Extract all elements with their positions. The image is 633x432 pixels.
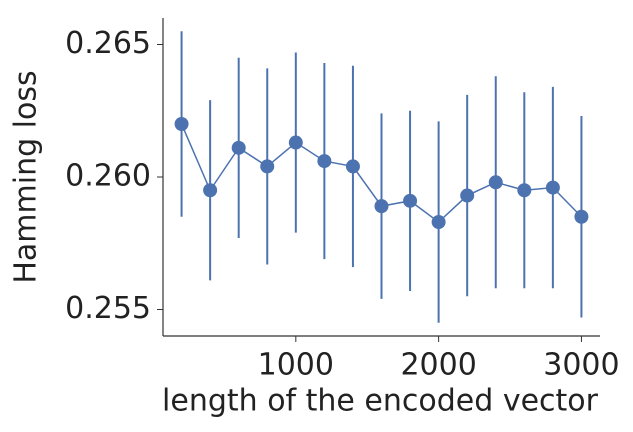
point — [574, 209, 589, 224]
x-tick-label: 3000 — [543, 348, 619, 383]
point — [231, 140, 246, 155]
y-axis-label: Hamming loss — [9, 70, 44, 283]
point — [517, 183, 532, 198]
point — [345, 159, 360, 174]
y-tick-label: 0.260 — [65, 159, 151, 194]
y-tick-label: 0.265 — [65, 26, 151, 61]
x-axis-label: length of the encoded vector — [162, 384, 599, 419]
point — [288, 135, 303, 150]
point — [317, 154, 332, 169]
point — [431, 215, 446, 230]
point — [203, 183, 218, 198]
point — [488, 175, 503, 190]
point — [460, 188, 475, 203]
point — [545, 180, 560, 195]
point — [174, 117, 189, 131]
point — [260, 159, 275, 174]
point — [403, 193, 418, 208]
x-tick-label: 1000 — [258, 348, 334, 383]
y-tick-label: 0.255 — [65, 291, 151, 326]
point — [374, 199, 389, 214]
x-tick-label: 2000 — [400, 348, 476, 383]
